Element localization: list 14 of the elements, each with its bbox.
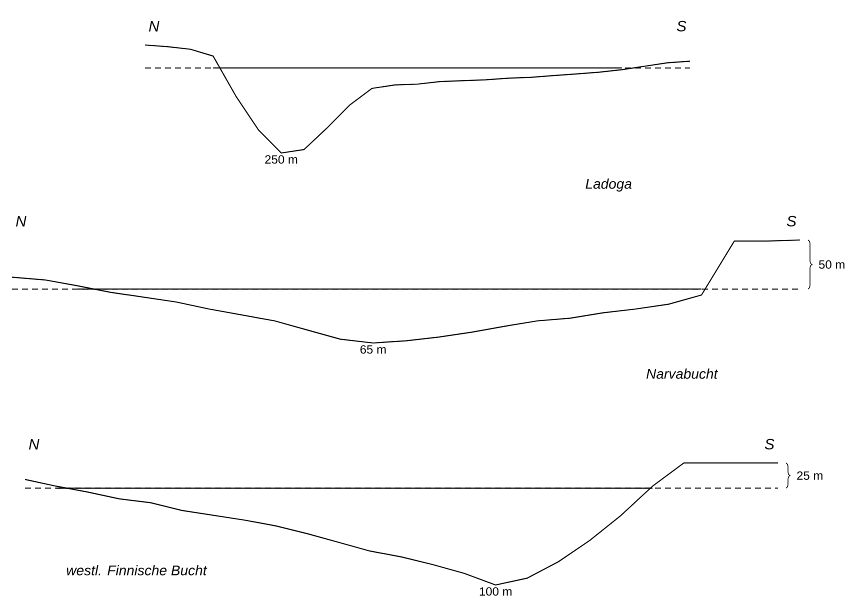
text: S — [764, 438, 774, 450]
text: Narvabucht — [646, 368, 718, 379]
annotation: 65 m — [360, 345, 386, 354]
text: S — [676, 20, 686, 32]
text: N — [16, 216, 26, 226]
text: 50 m — [819, 260, 844, 269]
text: westl. Finnische Bucht — [66, 565, 208, 576]
annotation: 250 m — [265, 155, 298, 164]
text: N — [28, 439, 40, 450]
text: Ladoga — [586, 178, 632, 192]
text: N — [148, 21, 160, 32]
annotation: 100 m — [480, 587, 512, 596]
text: S — [786, 216, 796, 226]
text: 25 m — [797, 471, 822, 480]
